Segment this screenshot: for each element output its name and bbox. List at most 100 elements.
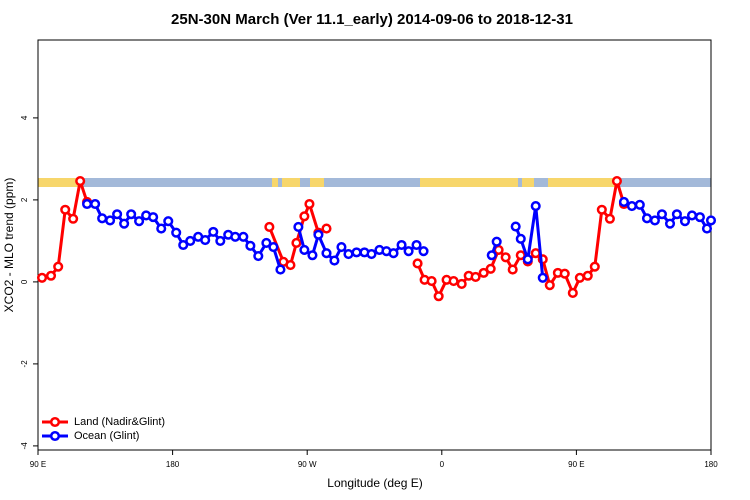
data-point (253, 251, 264, 262)
series-line (87, 200, 713, 278)
data-point (403, 246, 414, 257)
data-point (185, 235, 196, 246)
data-point (664, 218, 676, 229)
data-point (238, 231, 249, 242)
data-point (53, 261, 64, 272)
data-point (641, 213, 653, 224)
data-point (507, 264, 518, 275)
data-point (148, 212, 159, 223)
data-point (694, 212, 705, 223)
x-tick-label: 180 (704, 460, 718, 469)
data-point (45, 270, 57, 281)
data-point (559, 268, 570, 279)
data-point (105, 215, 116, 226)
data-point (60, 204, 71, 215)
x-axis-label: Longitude (deg E) (327, 476, 422, 490)
data-point (285, 260, 296, 271)
y-tick-label: 0 (20, 279, 29, 284)
data-point (230, 231, 241, 242)
data-point (304, 198, 315, 210)
data-point (97, 213, 108, 224)
data-point (366, 248, 377, 260)
land-strip (548, 178, 616, 187)
data-point (470, 271, 481, 283)
data-point (82, 198, 93, 210)
data-point (261, 237, 272, 248)
data-point (486, 250, 497, 261)
y-axis-label: XCO2 - MLO trend (ppm) (2, 178, 16, 313)
data-point (567, 287, 578, 299)
data-point (68, 213, 79, 224)
data-point (686, 210, 698, 221)
data-point (582, 270, 593, 281)
data-point (456, 278, 467, 290)
data-point (537, 272, 548, 283)
data-point (510, 221, 521, 232)
x-tick-label: 180 (166, 460, 180, 469)
data-point (291, 237, 302, 248)
data-point (208, 226, 219, 237)
series-line (41, 180, 626, 300)
land-strip (310, 178, 324, 187)
data-point (515, 233, 526, 244)
data-point (544, 280, 555, 291)
data-point (426, 276, 437, 287)
land-strip (272, 178, 278, 187)
data-point (491, 236, 502, 247)
data-point (412, 258, 423, 269)
x-tick-label: 90 E (30, 460, 46, 469)
data-point (299, 244, 310, 255)
data-point (156, 223, 167, 234)
land-strip (282, 178, 300, 187)
data-point (671, 209, 682, 220)
data-point (411, 239, 422, 251)
data-point (478, 267, 489, 278)
data-point (522, 254, 533, 265)
data-point (705, 215, 717, 226)
data-point (343, 248, 354, 260)
data-point (313, 229, 324, 240)
data-point (611, 175, 622, 187)
data-point (200, 235, 211, 246)
y-tick-label: 2 (20, 197, 29, 202)
data-point (126, 209, 137, 220)
data-point (293, 221, 304, 233)
land-strip (420, 178, 518, 187)
data-point (634, 199, 645, 210)
plot-frame (37, 39, 712, 451)
x-tick-label: 90 W (298, 460, 317, 469)
data-point (589, 261, 600, 272)
data-point (515, 250, 526, 261)
data-point (418, 246, 429, 257)
data-point (321, 248, 332, 259)
x-tick-label: 0 (440, 460, 445, 469)
y-tick-label: -2 (20, 360, 29, 368)
data-point (329, 255, 340, 266)
data-point (112, 209, 123, 220)
data-point (163, 216, 174, 227)
data-point (500, 252, 511, 263)
data-point (433, 291, 444, 302)
data-point (530, 201, 541, 212)
data-point (321, 223, 332, 234)
data-point (351, 247, 362, 258)
data-point (596, 204, 607, 215)
data-point (75, 175, 86, 187)
data-point (307, 250, 318, 261)
data-point (530, 248, 541, 259)
data-point (649, 215, 660, 226)
land-strip (522, 178, 534, 187)
legend-label: Land (Nadir&Glint) (74, 416, 165, 428)
data-point (134, 216, 145, 227)
y-tick-label: -4 (20, 442, 29, 450)
data-point (275, 264, 286, 275)
data-point (604, 213, 615, 224)
data-point (618, 196, 630, 207)
x-tick-label: 90 E (568, 460, 584, 469)
land-strip (38, 178, 82, 187)
ocean-strip (38, 178, 711, 187)
y-tick-label: 4 (20, 115, 29, 120)
data-point (299, 211, 310, 222)
data-point (448, 276, 459, 287)
data-point (90, 198, 101, 210)
